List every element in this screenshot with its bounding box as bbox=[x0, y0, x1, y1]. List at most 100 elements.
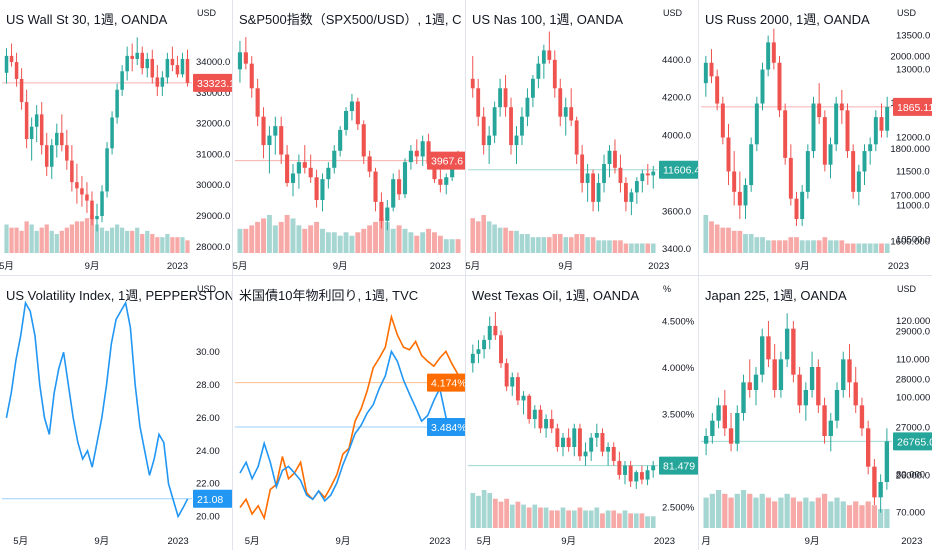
volume-bar bbox=[788, 237, 794, 253]
volume-bar bbox=[809, 501, 815, 528]
volume-bar bbox=[396, 225, 402, 253]
candle-body bbox=[743, 185, 748, 206]
volume-bar bbox=[331, 232, 337, 253]
volume-bar bbox=[378, 218, 384, 253]
candle-body bbox=[566, 437, 571, 447]
volume-bar bbox=[384, 221, 390, 253]
volume-bar bbox=[104, 230, 110, 253]
candle-body bbox=[255, 88, 260, 117]
candle-body bbox=[544, 419, 549, 429]
candle-body bbox=[367, 156, 372, 172]
candle-body bbox=[135, 52, 139, 59]
volume-bar bbox=[867, 243, 873, 253]
y-tick-label: 33000.0 bbox=[196, 88, 230, 99]
candle-body bbox=[596, 182, 601, 202]
volume-bar bbox=[543, 507, 549, 528]
volume-bar bbox=[884, 509, 890, 528]
chart-panel-us-wall-st-30[interactable]: USD 34000.0 33000.0 32000.0 31000.0 30000.0 29… bbox=[0, 0, 232, 275]
candle-body bbox=[574, 120, 579, 155]
volume-bar bbox=[618, 240, 623, 253]
volume-bar bbox=[612, 240, 618, 253]
candle-body bbox=[703, 436, 709, 444]
candle-body bbox=[794, 198, 799, 220]
volume-bar bbox=[628, 513, 634, 528]
y-tick-label: 28000.0 bbox=[196, 242, 230, 253]
volume-bar bbox=[420, 232, 426, 253]
volume-bar bbox=[470, 218, 476, 253]
chart-panel-us10y-yield[interactable]: 5月 9月 2023 4.174% 3.484% 米国債10年物利回り, 1週, TVC bbox=[233, 276, 465, 550]
candle-body bbox=[521, 395, 526, 401]
volume-bar bbox=[503, 227, 508, 253]
candle-body bbox=[866, 428, 871, 467]
volume-bar bbox=[577, 507, 583, 528]
chart-panel-west-texas-oil[interactable]: %4.500%4.000%3.500%3.000%2.500%5月9月20238… bbox=[466, 276, 698, 550]
candle-body bbox=[95, 216, 99, 220]
candle-body bbox=[525, 97, 530, 117]
candle-body bbox=[728, 428, 734, 444]
volume-bar bbox=[14, 227, 19, 253]
candle-body bbox=[65, 145, 69, 161]
candle-body bbox=[320, 179, 325, 200]
volume-bar bbox=[753, 497, 759, 528]
volume-bar bbox=[69, 224, 74, 253]
volume-bar bbox=[443, 239, 449, 253]
volume-bar bbox=[486, 221, 492, 253]
x-tick-label: 9月 bbox=[795, 261, 810, 272]
candle-body bbox=[302, 162, 307, 168]
candle-body bbox=[741, 382, 746, 413]
candle-body bbox=[476, 349, 481, 354]
chart-panel-us-russ-2000[interactable]: USD13500.013000.012500.012000.011500.011… bbox=[699, 0, 932, 275]
volume-bar bbox=[19, 230, 24, 253]
volume-bar bbox=[574, 234, 579, 253]
chart-panel-us-volatility-index[interactable]: USD 30.00 28.00 26.00 24.00 22.00 20.00 5月 9月 202… bbox=[0, 276, 232, 550]
right-scale-label: 1800.000 bbox=[890, 144, 930, 155]
candle-body bbox=[34, 114, 39, 127]
candle-body bbox=[14, 62, 19, 79]
volume-bar bbox=[290, 218, 296, 253]
y-tick-label: 28.00 bbox=[196, 380, 220, 391]
candle-body bbox=[809, 367, 815, 390]
candle-body bbox=[623, 182, 628, 202]
unit-label: USD bbox=[663, 8, 683, 18]
chart-title: 米国債10年物利回り, 1週, TVC bbox=[239, 288, 419, 303]
chart-panel-us-nas-100[interactable]: USD4400.04200.04000.03800.03600.03400.05… bbox=[466, 0, 698, 275]
chart-title: S&P500指数（SPX500/USD）, 1週, C bbox=[239, 12, 462, 27]
candle-body bbox=[788, 157, 793, 199]
y-tick-label: 20.00 bbox=[196, 512, 220, 523]
candle-body bbox=[822, 117, 827, 165]
volume-bar bbox=[455, 239, 461, 253]
volume-bar bbox=[759, 493, 765, 528]
y-tick-label: 11500.0 bbox=[896, 166, 930, 177]
volume-bar bbox=[470, 492, 476, 528]
volume-bar bbox=[879, 243, 884, 253]
candle-body bbox=[385, 207, 390, 221]
candle-body bbox=[645, 173, 650, 176]
volume-bar bbox=[557, 234, 563, 253]
candle-body bbox=[853, 382, 858, 406]
y-tick-label: 13000.0 bbox=[896, 65, 930, 76]
chart-svg: USD120.000110.000100.00090.00080.00070.0… bbox=[701, 284, 932, 547]
volume-bar bbox=[343, 232, 349, 253]
volume-bar bbox=[714, 224, 720, 253]
volume-bar bbox=[833, 240, 839, 253]
y-tick-label: 3400.0 bbox=[662, 244, 691, 255]
volume-bar bbox=[408, 232, 414, 253]
volume-bar bbox=[4, 224, 9, 253]
candle-body bbox=[828, 144, 833, 165]
candle-body bbox=[70, 160, 74, 183]
volume-bar bbox=[828, 240, 833, 253]
unit-label: % bbox=[663, 284, 671, 294]
chart-panel-sp500[interactable]: 5月 9月 2023 3967.6 S&P500指数（SPX500/USD）, 1週,… bbox=[233, 0, 465, 275]
volume-bar bbox=[549, 510, 555, 528]
volume-bar bbox=[160, 237, 165, 253]
chart-panel-japan-225[interactable]: USD120.000110.000100.00090.00080.00070.0… bbox=[699, 276, 932, 550]
chart-svg: %4.500%4.000%3.500%3.000%2.500%5月9月20238… bbox=[468, 284, 698, 547]
volume-bar bbox=[765, 497, 772, 528]
candle-body bbox=[338, 129, 343, 151]
y-tick-label: 2.500% bbox=[662, 503, 695, 514]
volume-bar bbox=[449, 239, 455, 253]
candle-body bbox=[884, 441, 890, 482]
volume-bar bbox=[99, 227, 105, 253]
candle-body bbox=[611, 446, 616, 461]
volume-bar bbox=[237, 228, 243, 253]
